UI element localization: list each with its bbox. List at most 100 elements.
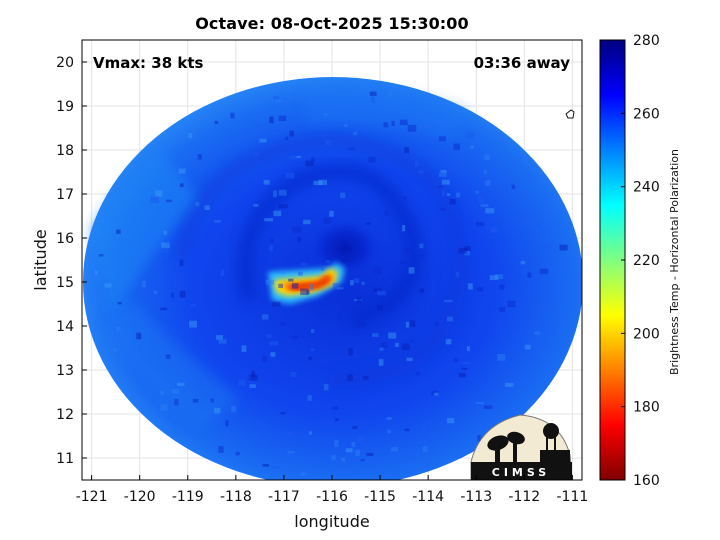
texture-speckle — [220, 269, 225, 276]
texture-speckle — [449, 198, 456, 205]
texture-speckle — [189, 320, 198, 328]
texture-speckle — [177, 382, 185, 386]
y-tick-label: 18 — [56, 143, 74, 159]
texture-speckle — [368, 156, 376, 163]
texture-speckle — [248, 374, 258, 381]
texture-speckle — [406, 357, 413, 362]
texture-speckle — [484, 154, 490, 161]
texture-speckle — [534, 331, 541, 335]
colorbar-tick-label: 220 — [633, 253, 660, 269]
texture-speckle — [410, 320, 416, 327]
texture-speckle — [559, 244, 568, 251]
texture-speckle — [306, 290, 310, 295]
texture-speckle — [373, 288, 383, 292]
texture-speckle — [329, 210, 334, 217]
texture-speckle — [379, 347, 384, 351]
texture-speckle — [225, 419, 229, 427]
texture-speckle — [280, 322, 287, 326]
texture-speckle — [325, 139, 332, 145]
texture-speckle — [356, 297, 362, 303]
texture-speckle — [404, 147, 410, 154]
y-tick-label: 15 — [56, 275, 74, 291]
texture-speckle — [341, 258, 349, 263]
texture-speckle — [507, 300, 516, 308]
texture-speckle — [444, 300, 453, 303]
texture-speckle — [441, 190, 445, 197]
texture-speckle — [400, 261, 406, 264]
texture-speckle — [331, 455, 336, 461]
texture-speckle — [323, 217, 332, 224]
texture-speckle — [263, 425, 268, 431]
colorbar-tick-label: 200 — [633, 326, 660, 342]
texture-speckle — [490, 226, 498, 233]
texture-speckle — [369, 91, 377, 96]
colorbar-ticks: 160 180 200 220 240 260 280 — [621, 33, 660, 489]
texture-speckle — [365, 222, 371, 225]
texture-speckle — [383, 122, 389, 128]
texture-speckle — [269, 341, 279, 346]
texture-speckle — [461, 367, 467, 370]
texture-speckle — [455, 271, 460, 278]
x-tick-label: -113 — [460, 489, 492, 505]
colorbar: 160 180 200 220 240 260 280 Brightness Temp - … — [599, 33, 681, 489]
texture-speckle — [477, 435, 481, 442]
texture-speckle — [470, 146, 474, 149]
texture-speckle — [384, 209, 389, 216]
texture-speckle — [494, 274, 504, 280]
texture-speckle — [273, 190, 278, 198]
texture-speckle — [297, 237, 301, 242]
texture-speckle — [188, 133, 193, 139]
texture-speckle — [403, 196, 407, 200]
texture-speckle — [464, 250, 471, 256]
texture-speckle — [269, 245, 273, 252]
texture-speckle — [310, 157, 316, 162]
texture-speckle — [478, 197, 485, 203]
texture-speckle — [467, 283, 473, 290]
texture-speckle — [379, 342, 388, 348]
texture-speckle — [325, 436, 329, 439]
texture-speckle — [455, 192, 461, 198]
texture-speckle — [391, 447, 399, 452]
texture-speckle — [388, 332, 397, 339]
colorbar-tick-label: 280 — [633, 33, 660, 49]
texture-speckle — [422, 425, 427, 432]
texture-speckle — [153, 290, 158, 295]
x-axis-label: longitude — [294, 512, 369, 531]
texture-speckle — [104, 283, 112, 288]
texture-speckle — [159, 391, 164, 395]
texture-speckle — [286, 431, 293, 436]
plot-area: CIMSS -121 -120 -119 -118 -117 -116 -115 -114 -1… — [56, 39, 588, 505]
cimss-logo: CIMSS — [470, 414, 573, 481]
texture-speckle — [117, 302, 122, 305]
texture-speckle — [321, 267, 325, 271]
texture-speckle — [468, 406, 476, 414]
texture-speckle — [238, 379, 246, 387]
texture-speckle — [308, 356, 313, 361]
texture-speckles — [94, 91, 568, 476]
texture-speckle — [404, 428, 410, 432]
texture-speckle — [190, 303, 196, 307]
texture-speckle — [352, 426, 358, 429]
texture-speckle — [485, 180, 491, 186]
texture-speckle — [270, 352, 276, 357]
texture-speckle — [480, 203, 489, 208]
texture-speckle — [323, 383, 329, 391]
texture-speckle — [318, 179, 328, 185]
texture-speckle — [466, 346, 470, 352]
texture-speckle — [383, 305, 392, 313]
texture-speckle — [332, 282, 339, 289]
texture-speckle — [387, 429, 391, 434]
texture-speckle — [116, 229, 121, 234]
texture-speckle — [395, 342, 399, 347]
texture-speckle — [520, 261, 526, 265]
texture-speckle — [289, 155, 297, 160]
texture-speckle — [341, 457, 346, 462]
texture-speckle — [332, 406, 339, 410]
texture-speckle — [485, 208, 495, 214]
texture-speckle — [112, 347, 117, 352]
texture-speckle — [408, 267, 415, 274]
texture-speckle — [539, 268, 549, 275]
texture-speckle — [499, 306, 506, 312]
y-tick-label: 20 — [56, 55, 74, 71]
texture-speckle — [272, 96, 280, 100]
